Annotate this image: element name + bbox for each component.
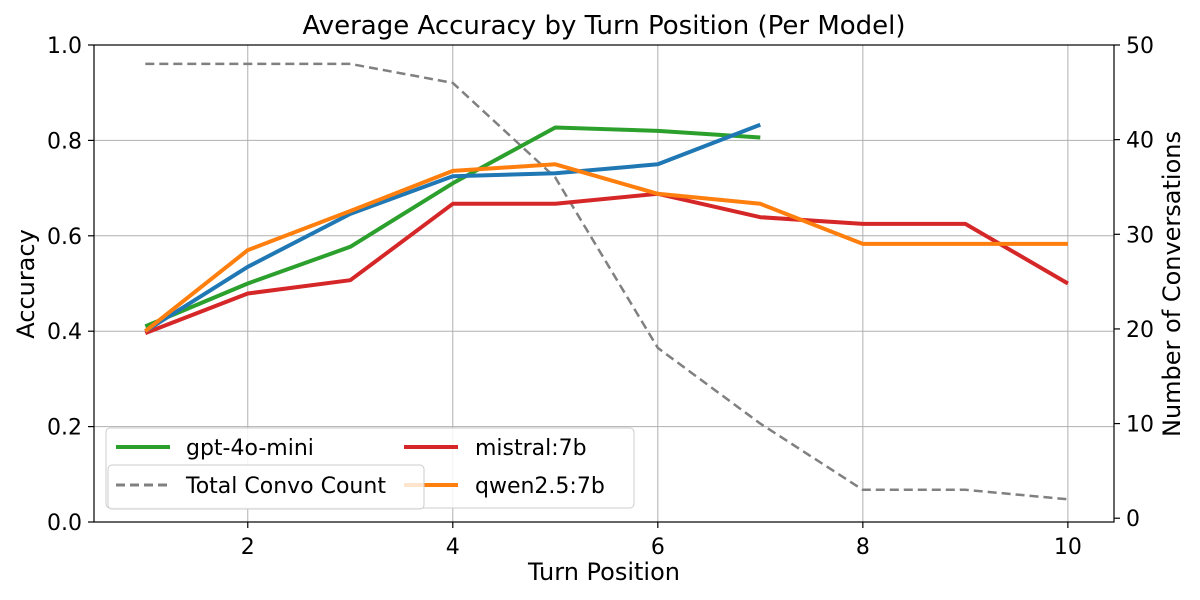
- x-axis-ticks: 2 4 6 8 10: [241, 522, 1082, 560]
- series-line-1: [144, 191, 1069, 335]
- y-tick-label-5: 1.0: [47, 34, 82, 59]
- y-tick-label-2: 0.4: [47, 320, 82, 345]
- x-tick-label-2: 6: [651, 535, 665, 560]
- y2-axis-ticks: 0 10 20 30 40 50: [1114, 34, 1154, 532]
- series-line-3: [144, 162, 1068, 333]
- x-tick-label-1: 4: [446, 535, 460, 560]
- x-tick-label-4: 10: [1054, 535, 1082, 560]
- chart-title: Average Accuracy by Turn Position (Per M…: [302, 11, 905, 41]
- y-tick-label-4: 0.8: [47, 129, 82, 154]
- series-line-0: [144, 125, 761, 329]
- y-tick-label-3: 0.6: [47, 225, 82, 250]
- y-axis-ticks: 0.0 0.2 0.4 0.6 0.8 1.0: [47, 34, 94, 536]
- x-tick-label-0: 2: [241, 535, 255, 560]
- series-line-2: [144, 122, 762, 333]
- y2-tick-label-5: 50: [1126, 34, 1154, 59]
- legend-label-gpt-4o-mini: gpt-4o-mini: [186, 436, 314, 461]
- x-tick-label-3: 8: [856, 535, 870, 560]
- y2-tick-label-3: 30: [1126, 223, 1154, 248]
- legend-total: Total Convo Count: [107, 464, 425, 510]
- y-axis-label: Accuracy: [12, 229, 40, 339]
- y2-tick-label-1: 10: [1126, 413, 1154, 438]
- x-axis-label: Turn Position: [527, 558, 680, 586]
- y2-axis-label: Number of Conversations: [1158, 131, 1186, 437]
- legend-label-total: Total Convo Count: [185, 474, 386, 499]
- y-tick-label-1: 0.2: [47, 416, 82, 441]
- plot-frame: [93, 44, 1115, 523]
- legend-label-mistral: mistral:7b: [475, 436, 587, 461]
- series-line-4: [145, 62, 1069, 501]
- plot-area: [144, 62, 1069, 501]
- y2-tick-label-4: 40: [1126, 129, 1154, 154]
- legend-total-frame: [107, 464, 425, 510]
- legend-label-qwen: qwen2.5:7b: [475, 474, 605, 499]
- y2-tick-label-0: 0: [1126, 507, 1140, 532]
- y2-tick-label-2: 20: [1126, 318, 1154, 343]
- y-tick-label-0: 0.0: [47, 511, 82, 536]
